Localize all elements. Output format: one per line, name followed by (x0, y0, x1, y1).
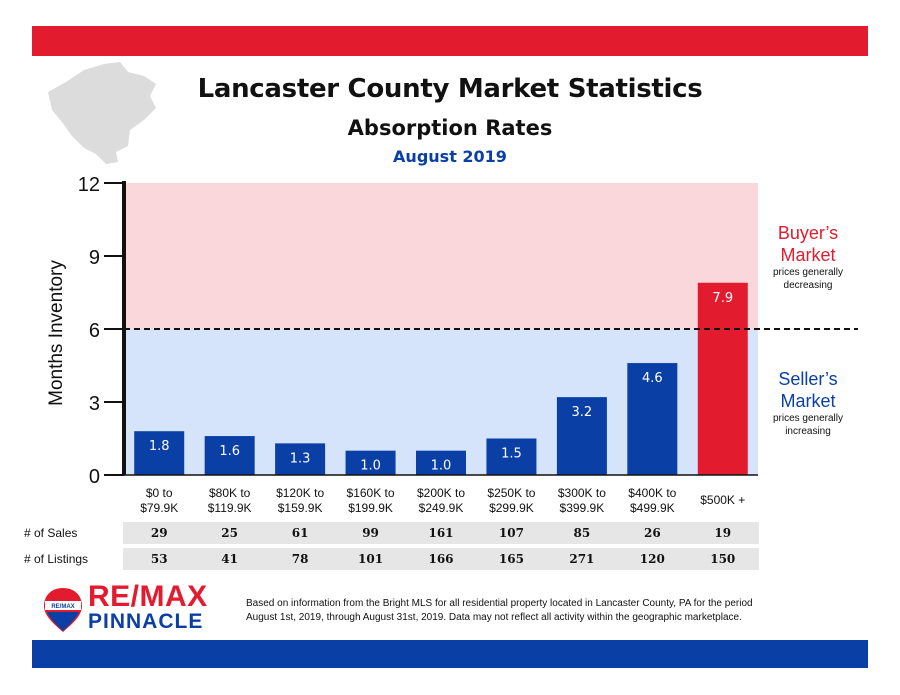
x-category-label-line: $0 to (145, 486, 173, 500)
logo-badge-text: RE/MAX (51, 604, 74, 610)
sellers-market-title-1: Seller’s (778, 369, 838, 389)
sellers-market-label: Seller’s Market prices generally increas… (760, 368, 856, 438)
sales-count-cell: 19 (714, 526, 732, 540)
bar-value-label-7: 4.6 (642, 371, 663, 386)
bar-value-label-2: 1.3 (290, 451, 311, 466)
y-tick-label-1: 3 (89, 393, 100, 415)
x-category-label-line: $400K to (628, 486, 677, 500)
bar-value-label-3: 1.0 (360, 459, 381, 474)
buyers-market-zone (124, 183, 758, 329)
x-category-label-line: $120K to (276, 486, 325, 500)
sales-count-cell: 26 (643, 526, 661, 540)
x-category-label: $250K to $299.9K (475, 486, 547, 516)
listings-count-cell: 150 (710, 552, 736, 566)
sales-count-cell: 61 (291, 526, 309, 540)
data-source-footnote: Based on information from the Bright MLS… (246, 597, 856, 625)
x-category-label-line: $80K to (208, 486, 251, 500)
remax-balloon-icon: RE/MAX (44, 588, 82, 632)
report-date: August 2019 (393, 147, 507, 166)
bar-2 (275, 443, 326, 475)
x-category-label: $200K to $249.9K (405, 486, 477, 516)
bar-value-label-8: 7.9 (712, 291, 733, 306)
bar-4 (416, 450, 466, 475)
bar-value-label-1: 1.6 (219, 444, 240, 459)
x-category-label: $300K to $399.9K (546, 486, 618, 516)
listings-count-cell: 120 (639, 552, 665, 566)
buyers-market-note-1: prices generally (772, 267, 844, 278)
bar-value-label-0: 1.8 (149, 439, 170, 454)
x-category-label-line: $249.9K (418, 501, 464, 515)
bar-5 (486, 438, 537, 475)
buyers-market-note-2: decreasing (783, 280, 833, 291)
bar-value-label-5: 1.5 (501, 447, 522, 462)
bottom-blue-band (32, 640, 868, 668)
page-subtitle: Absorption Rates (347, 116, 553, 140)
sales-count-cell: 29 (150, 526, 168, 540)
bar-7 (627, 363, 678, 475)
y-tick-label-0: 0 (89, 466, 100, 488)
bar-0 (134, 431, 185, 475)
x-category-label-line: $119.9K (207, 501, 252, 515)
page-title: Lancaster County Market Statistics (197, 74, 703, 104)
sellers-market-note-1: prices generally (772, 413, 844, 424)
sales-count-cell: 25 (221, 526, 238, 540)
listings-count-cell: 41 (221, 552, 238, 566)
bar-3 (345, 450, 396, 475)
top-red-band (32, 26, 868, 56)
x-category-label-line: $250K to (487, 486, 536, 500)
bar-8 (697, 282, 748, 475)
x-category-label: $160K to $199.9K (335, 486, 407, 516)
buyers-market-label: Buyer’s Market prices generally decreasi… (760, 222, 856, 292)
bar-value-label-4: 1.0 (431, 459, 452, 474)
listings-row: 53 41 78 101 166 165 271 120 150 (123, 548, 759, 570)
listings-count-cell: 78 (291, 552, 309, 566)
buyers-market-title-2: Market (780, 245, 836, 265)
x-category-label-line: $159.9K (277, 501, 323, 515)
x-category-label: $500K + (687, 493, 759, 508)
x-category-label-line: $399.9K (559, 501, 605, 515)
y-tick-label-4: 12 (78, 174, 100, 196)
listings-count-cell: 53 (150, 552, 168, 566)
listings-row-label: # of Listings (24, 552, 89, 566)
logo-brand: RE/MAX (88, 580, 208, 613)
bar-value-label-6: 3.2 (572, 405, 593, 420)
listings-count-cell: 101 (358, 552, 384, 566)
listings-count-cell: 166 (428, 552, 454, 566)
x-category-label: $120K to $159.9K (264, 486, 336, 516)
sales-count-cell: 107 (498, 526, 524, 540)
x-category-label-line: $499.9K (629, 501, 675, 515)
x-category-label: $80K to $119.9K (194, 486, 266, 516)
sales-row-label: # of Sales (24, 526, 78, 540)
county-map-icon (48, 62, 156, 164)
x-category-label: $400K to $499.9K (616, 486, 688, 516)
x-category-label-line: $79.9K (140, 501, 179, 515)
x-category-label: $0 to $79.9K (123, 486, 195, 516)
listings-count-cell: 165 (498, 552, 524, 566)
bar-1 (204, 436, 255, 475)
footnote-line-1: Based on information from the Bright MLS… (246, 598, 753, 609)
y-tick-label-3: 9 (89, 247, 100, 269)
sales-count-cell: 99 (362, 526, 379, 540)
x-category-label-line: $200K to (416, 486, 466, 500)
logo-office: PINNACLE (88, 610, 204, 633)
bar-6 (556, 397, 607, 475)
sales-row: 29 25 61 99 161 107 85 26 19 (123, 522, 759, 544)
sellers-market-note-2: increasing (785, 426, 831, 437)
sales-count-cell: 85 (573, 526, 591, 540)
y-axis-title: Months Inventory (46, 260, 67, 406)
x-category-label-line: $199.9K (348, 501, 393, 515)
x-category-label-line: $500K + (700, 493, 746, 507)
listings-count-cell: 271 (569, 552, 595, 566)
x-category-label-line: $300K to (557, 486, 606, 500)
buyers-market-title-1: Buyer’s (777, 223, 839, 243)
x-category-label-line: $299.9K (489, 501, 534, 515)
footnote-line-2: August 1st, 2019, through August 31st, 2… (246, 612, 742, 623)
sales-count-cell: 161 (428, 526, 454, 540)
remax-logo: RE/MAX RE/MAX PINNACLE (42, 580, 212, 636)
x-category-label-line: $160K to (346, 486, 395, 500)
y-tick-label-2: 6 (89, 320, 100, 342)
sellers-market-title-2: Market (780, 391, 836, 411)
